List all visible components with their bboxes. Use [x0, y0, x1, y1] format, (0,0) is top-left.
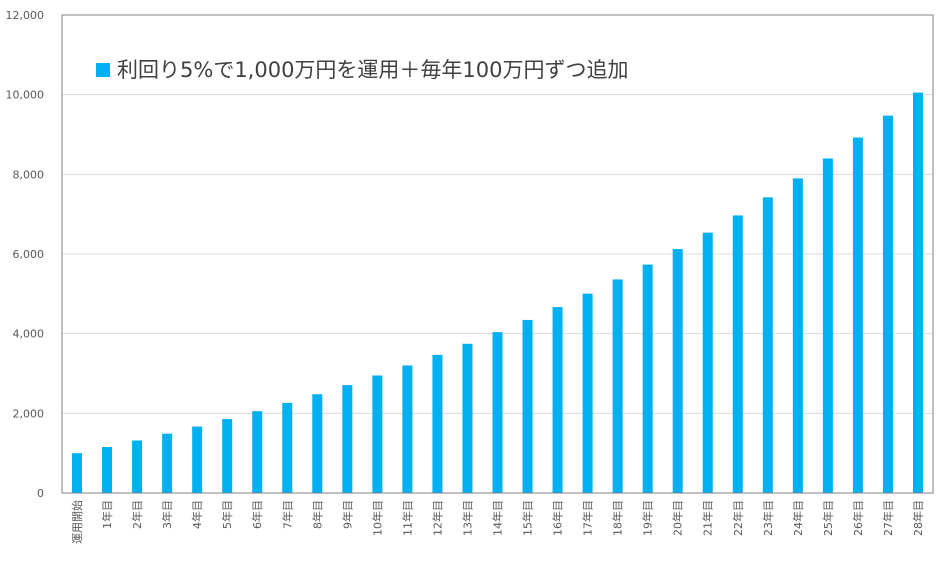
bar [252, 411, 263, 493]
legend-label: 利回り5%で1,000万円を運用＋毎年100万円ずつ追加 [117, 58, 629, 82]
legend: 利回り5%で1,000万円を運用＋毎年100万円ずつ追加 [96, 58, 629, 82]
y-tick-label: 4,000 [13, 328, 45, 341]
x-tick-label: 2年目 [130, 500, 144, 529]
bar [642, 264, 653, 493]
bar [882, 115, 893, 493]
x-tick-label: 18年目 [611, 500, 625, 536]
bar [432, 354, 443, 493]
x-tick-label: 28年目 [911, 500, 925, 536]
bar [312, 394, 323, 493]
x-tick-label: 3年目 [160, 500, 174, 529]
x-tick-label: 25年目 [821, 500, 835, 536]
bar [132, 440, 143, 493]
bar [222, 419, 233, 493]
x-tick-label: 12年目 [430, 500, 444, 536]
y-tick-label: 8,000 [13, 168, 45, 181]
bar [192, 426, 203, 493]
bar [522, 319, 533, 493]
x-tick-label: 1年目 [100, 500, 114, 529]
y-tick-label: 0 [37, 487, 44, 500]
x-tick-label: 19年目 [641, 500, 655, 536]
x-tick-label: 27年目 [881, 500, 895, 536]
bar [792, 178, 803, 493]
y-axis-tick-labels: 0 2,000 4,000 6,000 8,000 10,000 12,000 [6, 9, 45, 500]
x-tick-label: 11年目 [400, 500, 414, 536]
bar [72, 453, 83, 493]
x-tick-label: 10年目 [370, 500, 384, 536]
x-tick-label: 24年目 [791, 500, 805, 536]
bar [402, 365, 413, 493]
bar [912, 92, 923, 493]
bar [612, 279, 623, 493]
bar [372, 375, 383, 493]
bar [162, 433, 173, 493]
bar [762, 197, 773, 493]
bar [732, 215, 743, 493]
bar [462, 343, 473, 493]
x-tick-label: 21年目 [701, 500, 715, 536]
x-tick-label: 7年目 [280, 500, 294, 529]
x-tick-label: 6年目 [250, 500, 264, 529]
x-tick-label: 運用開始 [70, 500, 84, 544]
bar [102, 446, 113, 493]
bar [672, 249, 683, 493]
x-tick-label: 26年目 [851, 500, 865, 536]
legend-swatch [96, 63, 110, 77]
bars [72, 92, 923, 493]
y-tick-label: 12,000 [6, 9, 45, 22]
plot-area-border [61, 14, 934, 494]
bar [282, 402, 293, 493]
bar [822, 158, 833, 493]
y-tick-label: 6,000 [13, 248, 45, 261]
x-tick-label: 20年目 [671, 500, 685, 536]
x-tick-label: 23年目 [761, 500, 775, 536]
x-tick-label: 22年目 [731, 500, 745, 536]
x-axis-tick-labels: 運用開始 1年目 2年目 3年目 4年目 5年目 6年目 7年目 8年目 9年目 10年目 11年目 1… [70, 500, 925, 544]
x-tick-label: 9年目 [340, 500, 354, 529]
bar [342, 385, 353, 493]
y-tick-label: 2,000 [13, 407, 45, 420]
x-tick-label: 15年目 [521, 500, 535, 536]
x-tick-label: 4年目 [190, 500, 204, 529]
gridlines [62, 94, 933, 414]
y-tick-label: 10,000 [6, 89, 45, 102]
bar [582, 293, 593, 493]
x-tick-label: 13年目 [460, 500, 474, 536]
bar [852, 137, 863, 493]
bar [702, 232, 713, 493]
x-tick-label: 5年目 [220, 500, 234, 529]
bar [492, 332, 503, 493]
x-tick-label: 14年目 [491, 500, 505, 536]
x-tick-label: 17年目 [581, 500, 595, 536]
x-tick-label: 8年目 [310, 500, 324, 529]
bar [552, 307, 563, 493]
x-tick-label: 16年目 [551, 500, 565, 536]
